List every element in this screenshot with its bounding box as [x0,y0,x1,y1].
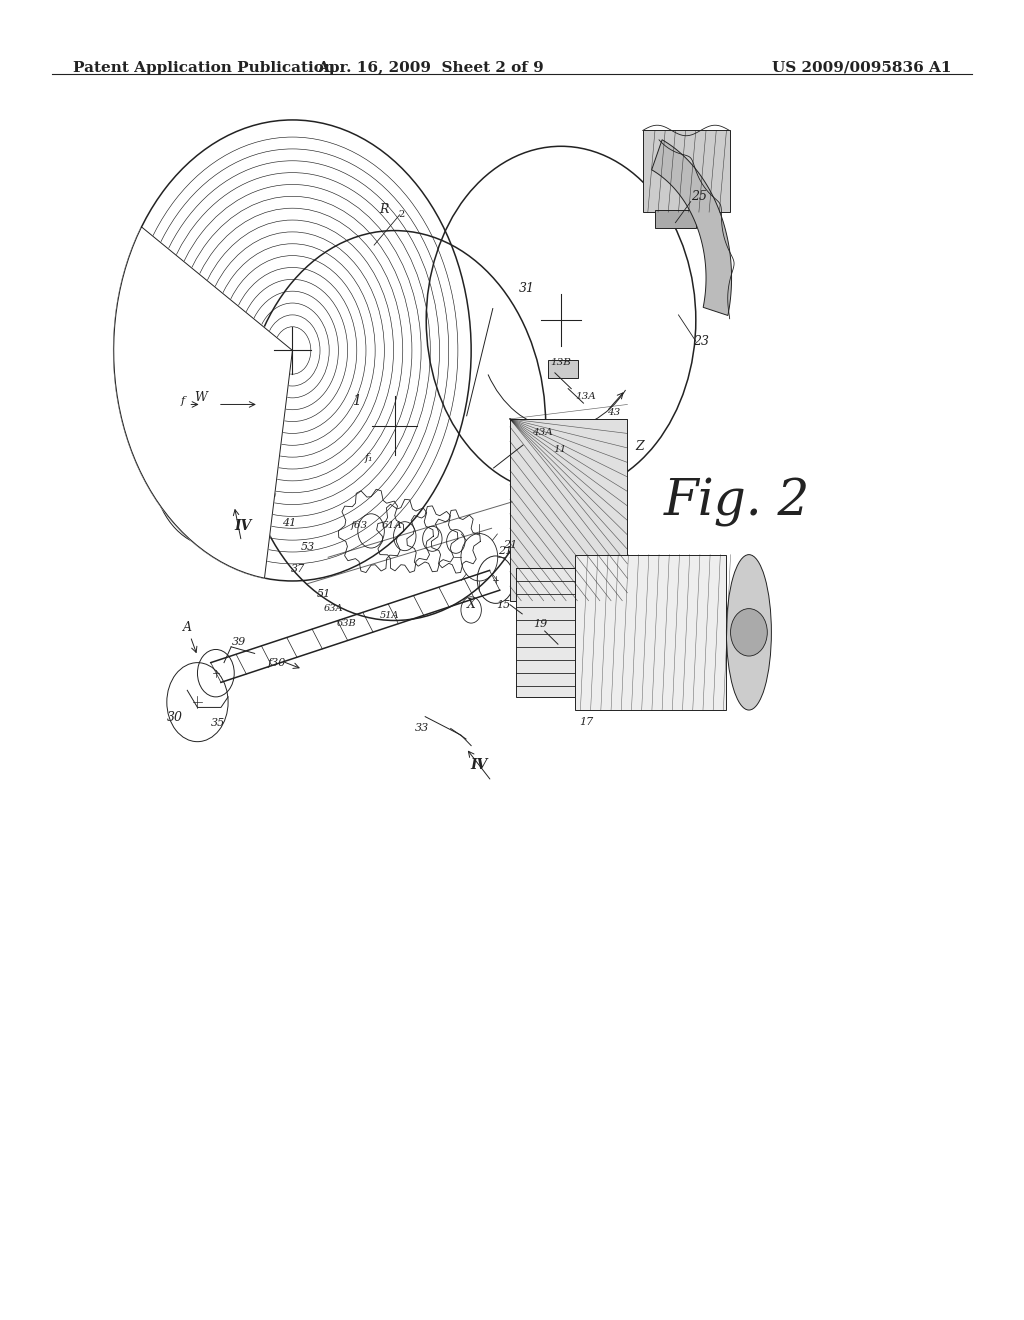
Text: 31: 31 [519,282,536,296]
Text: 11: 11 [553,445,566,454]
Text: f: f [181,396,185,405]
Circle shape [730,609,767,656]
Text: 15: 15 [497,599,511,610]
Bar [575,554,726,710]
Text: 23: 23 [693,335,709,347]
Text: f63: f63 [350,521,368,531]
Text: X: X [467,598,475,611]
Text: IV: IV [234,519,252,533]
Text: 43A: 43A [532,428,553,437]
Circle shape [554,440,579,471]
Text: 13B: 13B [551,358,571,367]
Text: 19: 19 [534,619,548,630]
Text: 17: 17 [580,717,594,727]
Text: 51A: 51A [380,611,399,619]
Bar [643,131,729,213]
Text: 1: 1 [352,393,361,408]
Polygon shape [651,140,731,315]
Bar [510,418,628,601]
Text: 63B: 63B [337,619,356,627]
Text: Apr. 16, 2009  Sheet 2 of 9: Apr. 16, 2009 Sheet 2 of 9 [316,61,544,75]
Text: f₁: f₁ [365,454,374,463]
Bar [548,359,579,378]
Ellipse shape [726,554,771,710]
Text: 21: 21 [498,545,512,556]
Bar [516,568,575,697]
Text: 43: 43 [607,408,621,417]
Text: 30: 30 [167,711,183,725]
Text: 21: 21 [503,540,517,550]
Text: 53: 53 [301,541,315,552]
Text: 25: 25 [691,190,707,203]
Text: 33: 33 [415,723,429,734]
Text: 39: 39 [232,636,247,647]
Text: 2: 2 [398,210,404,219]
Text: 13A: 13A [575,392,596,401]
Text: f30: f30 [268,657,287,668]
Text: W: W [195,391,207,404]
Text: R: R [380,203,389,216]
Circle shape [560,463,583,492]
Text: 37: 37 [291,564,305,574]
Text: 61A: 61A [382,521,402,531]
Text: Patent Application Publication: Patent Application Publication [73,61,335,75]
Text: 63A: 63A [324,605,343,612]
Text: 51: 51 [317,589,331,599]
Text: Z: Z [635,440,644,453]
Text: A: A [182,620,191,634]
Text: 41: 41 [283,517,297,528]
Text: IV: IV [471,759,488,772]
Text: 35: 35 [211,718,225,729]
Bar [655,210,696,228]
Text: Fig. 2: Fig. 2 [664,478,810,527]
Circle shape [569,449,594,480]
Polygon shape [114,227,293,578]
Text: US 2009/0095836 A1: US 2009/0095836 A1 [772,61,951,75]
